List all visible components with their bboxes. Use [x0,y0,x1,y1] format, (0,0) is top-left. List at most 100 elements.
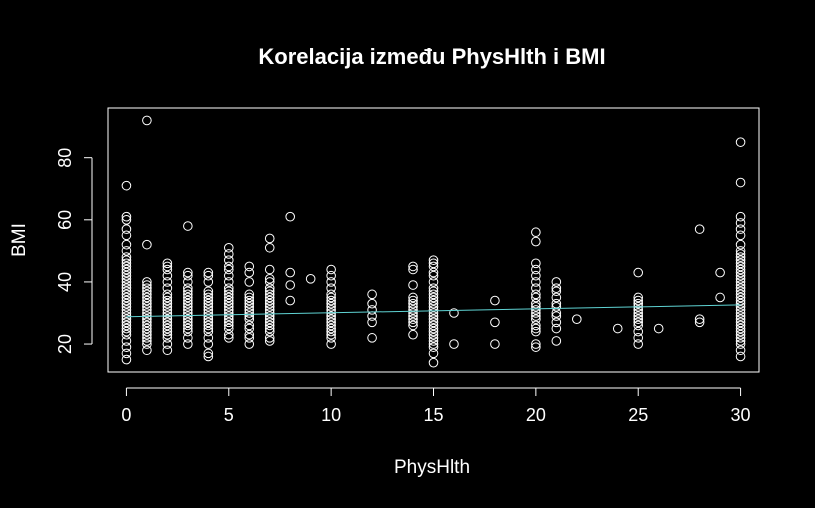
data-point [490,295,500,306]
data-point [428,289,439,300]
data-point [203,308,214,318]
data-point [694,317,705,328]
data-point [531,342,541,352]
data-point [244,261,255,272]
data-point [162,339,173,349]
data-point [428,286,439,297]
data-point [264,274,275,284]
data-point [121,320,132,331]
data-point [633,339,644,349]
data-point [326,289,336,300]
data-point [326,277,336,287]
data-point [162,305,173,315]
data-point [203,289,214,300]
data-point [551,336,562,346]
data-point [531,292,541,303]
data-point [531,277,541,287]
data-point [633,292,644,303]
data-point [531,339,541,349]
data-point [715,267,725,278]
data-point [735,323,746,334]
x-tick-label: 5 [224,405,234,425]
data-point [285,267,295,278]
chart-title: Korelacija između PhysHlth i BMI [258,44,605,69]
data-point [735,351,746,362]
data-point [142,283,152,293]
data-point [633,333,644,343]
data-point [162,308,173,318]
data-point [203,270,214,281]
data-point [264,311,275,321]
data-point [264,292,275,303]
x-axis: 0 5 10 15 20 25 30 [121,387,751,425]
data-point [490,317,500,328]
data-point [653,323,664,334]
data-point [183,270,193,281]
data-point [121,317,132,328]
data-point [162,277,173,287]
data-point [408,305,418,315]
data-point [531,320,541,331]
data-point [223,323,234,334]
data-point [121,308,132,318]
data-point [428,267,439,278]
data-point [142,305,152,315]
data-point [223,311,234,321]
data-point [223,305,234,315]
y-tick-label: 20 [55,334,75,354]
data-point [490,339,500,349]
data-point [142,277,152,287]
data-point [633,320,644,331]
data-point [408,308,418,318]
data-point [244,298,255,309]
data-point [264,326,275,337]
x-tick-label: 10 [321,405,341,425]
data-point [367,289,377,300]
data-point [244,323,255,334]
data-point [326,339,336,349]
data-point [735,255,746,265]
data-point [203,348,214,359]
data-point [428,336,439,346]
data-point [183,286,193,297]
data-point [203,339,214,349]
data-point [264,286,275,297]
x-tick-label: 25 [628,405,648,425]
data-point [244,292,255,303]
data-point [551,301,562,312]
data-point [326,317,336,328]
data-point [408,329,418,340]
data-point [428,292,439,303]
data-point [162,283,173,293]
data-point [183,314,193,325]
data-point [264,289,275,300]
data-point [244,301,255,312]
data-point [428,298,439,309]
data-point [326,314,336,325]
data-point [203,267,214,278]
data-point [162,301,173,312]
data-point [223,286,234,297]
data-point [142,295,152,306]
data-point [142,329,152,340]
data-point [264,233,275,244]
data-point [121,314,132,325]
data-point [531,311,541,321]
data-point [121,305,132,315]
data-point [203,277,214,287]
data-point [162,320,173,331]
data-point [162,326,173,337]
data-point [735,211,746,222]
data-point [633,317,644,328]
data-point [162,317,173,328]
regression-line [126,304,741,318]
x-tick-label: 0 [121,405,131,425]
data-point [735,298,746,309]
data-point [223,261,234,272]
data-point [428,342,439,352]
data-point [735,267,746,278]
data-point [735,286,746,297]
data-point [326,301,336,312]
data-point [367,317,377,328]
data-point [264,301,275,312]
